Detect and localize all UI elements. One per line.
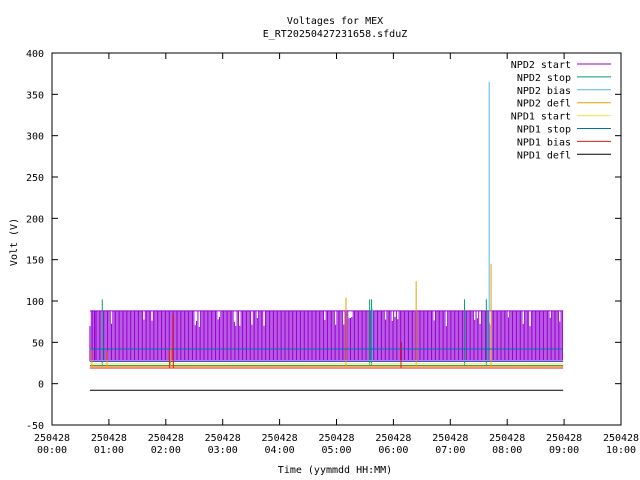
- y-tick-label: -50: [26, 421, 44, 432]
- x-tick-label-date: 250428: [205, 433, 241, 444]
- band-line: [89, 310, 563, 362]
- x-tick-label-date: 250428: [318, 433, 354, 444]
- legend-entry: NPD2 bias: [517, 86, 611, 97]
- y-tick-label: 250: [26, 173, 44, 184]
- y-tick-label: 300: [26, 132, 44, 143]
- y-tick-label: 400: [26, 49, 44, 60]
- legend-entry: NPD2 defl: [517, 99, 611, 110]
- x-tick-label-date: 250428: [489, 433, 525, 444]
- legend-label: NPD2 start: [511, 60, 571, 71]
- chart-title: Voltages for MEX: [287, 16, 383, 27]
- x-tick-label-time: 10:00: [606, 445, 636, 456]
- x-tick-label-time: 06:00: [378, 445, 408, 456]
- legend-entry: NPD2 start: [511, 60, 611, 71]
- legend-entry: NPD1 start: [511, 112, 611, 123]
- series-npd2-bias: [89, 81, 564, 362]
- legend-entry: NPD1 stop: [517, 125, 611, 136]
- y-tick-label: 50: [32, 338, 44, 349]
- series-npd2-stop: [89, 299, 564, 366]
- series-npd1-bias: [89, 314, 564, 369]
- x-tick-label-date: 250428: [432, 433, 468, 444]
- legend-label: NPD2 bias: [517, 86, 571, 97]
- y-tick-label: 100: [26, 297, 44, 308]
- x-tick-label-time: 05:00: [321, 445, 351, 456]
- legend: NPD2 start NPD2 stop NPD2 bias NPD2 defl NPD…: [511, 60, 611, 161]
- legend-label: NPD1 stop: [517, 125, 571, 136]
- x-tick-label-date: 250428: [375, 433, 411, 444]
- y-tick-label: 350: [26, 90, 44, 101]
- legend-label: NPD2 stop: [517, 73, 571, 84]
- y-tick-label: 0: [38, 380, 44, 391]
- y-axis-label: Volt (V): [9, 218, 20, 266]
- x-tick-label-date: 250428: [91, 433, 127, 444]
- x-tick-label-time: 09:00: [549, 445, 579, 456]
- x-tick-label-time: 01:00: [94, 445, 124, 456]
- x-tick-label-date: 250428: [34, 433, 70, 444]
- x-tick-label-time: 07:00: [435, 445, 465, 456]
- x-tick-label-time: 02:00: [151, 445, 181, 456]
- series-npd2-start: [89, 310, 564, 362]
- x-tick-label-time: 04:00: [265, 445, 295, 456]
- y-tick-label: 150: [26, 256, 44, 267]
- x-tick-label-time: 00:00: [37, 445, 67, 456]
- x-tick-label-date: 250428: [546, 433, 582, 444]
- legend-entry: NPD2 stop: [517, 73, 611, 84]
- x-tick-label-date: 250428: [262, 433, 298, 444]
- x-axis-label: Time (yymmdd HH:MM): [278, 465, 392, 476]
- chart-subtitle: E_RT20250427231658.sfduZ: [263, 29, 408, 40]
- x-tick-label-date: 250428: [148, 433, 184, 444]
- legend-label: NPD1 defl: [517, 150, 571, 161]
- legend-entry: NPD1 bias: [517, 137, 611, 148]
- x-tick-label-date: 250428: [603, 433, 639, 444]
- axes: -5005010015020025030035040025042800:0025…: [26, 49, 639, 456]
- y-tick-label: 200: [26, 214, 44, 225]
- legend-label: NPD2 defl: [517, 99, 571, 110]
- plot-area: [89, 81, 564, 391]
- legend-label: NPD1 start: [511, 112, 571, 123]
- legend-label: NPD1 bias: [517, 137, 571, 148]
- x-tick-label-time: 08:00: [492, 445, 522, 456]
- x-tick-label-time: 03:00: [208, 445, 238, 456]
- legend-entry: NPD1 defl: [517, 150, 611, 161]
